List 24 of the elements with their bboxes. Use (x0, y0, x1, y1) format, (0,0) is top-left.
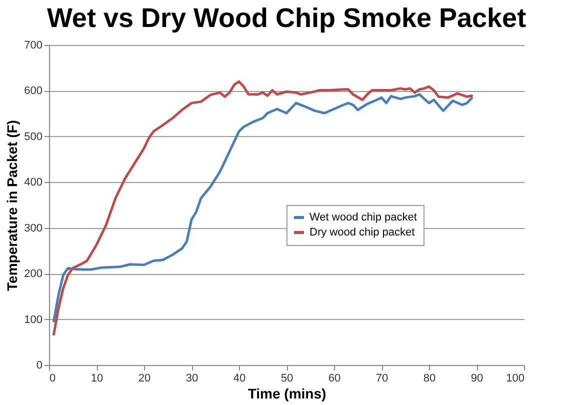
y-tick-label: 0 (36, 360, 42, 372)
y-tick-label: 100 (24, 314, 42, 326)
x-tick-label: 50 (280, 372, 294, 384)
x-axis-title: Time (mins) (248, 386, 326, 402)
y-tick-label: 400 (24, 176, 42, 189)
chart-title: Wet vs Dry Wood Chip Smoke Packet (46, 3, 526, 33)
y-tick-label: 200 (24, 268, 42, 280)
x-tick-label: 40 (233, 372, 246, 384)
y-tick-label: 300 (24, 222, 42, 234)
y-axis-title: Temperature in Packet (F) (4, 120, 20, 291)
x-tick-label: 30 (186, 372, 198, 384)
x-tick-label: 100 (506, 372, 524, 384)
y-tick-label: 700 (24, 40, 42, 52)
x-tick-label: 0 (50, 372, 56, 384)
y-tick-label: 500 (24, 130, 42, 143)
y-tick-label: 600 (24, 85, 42, 98)
x-tick-label: 20 (138, 372, 151, 384)
x-tick-label: 90 (470, 372, 484, 384)
x-tick-label: 60 (328, 372, 341, 384)
x-tick-label: 70 (376, 372, 388, 384)
legend-label: Wet wood chip packet (310, 212, 417, 224)
x-tick-label: 80 (423, 372, 436, 384)
x-tick-label: 10 (90, 372, 104, 384)
legend-label: Dry wood chip packet (310, 226, 415, 238)
